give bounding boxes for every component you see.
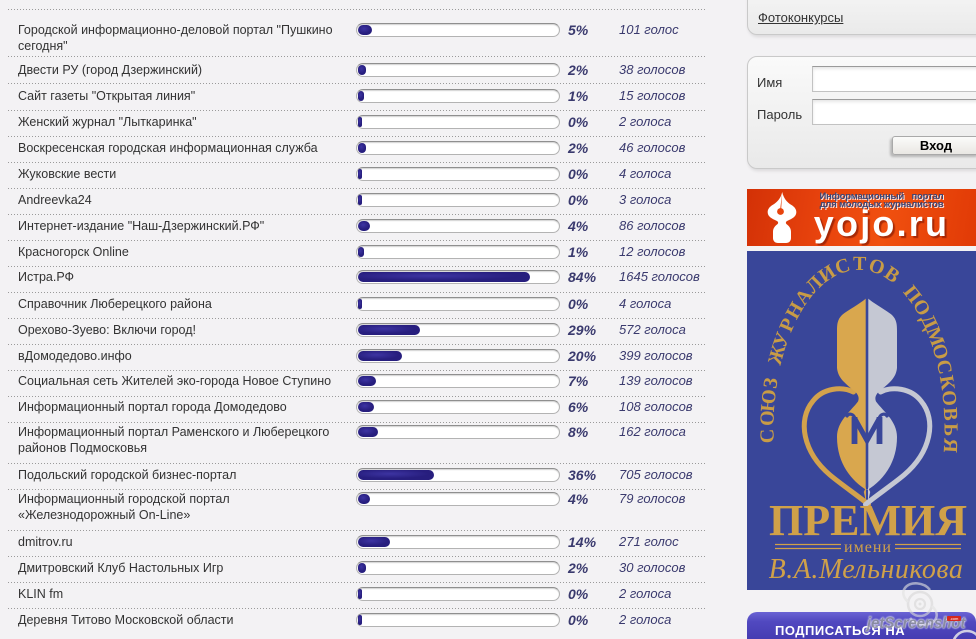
svg-text:имени: имени [844, 539, 892, 556]
svg-text:О: О [937, 389, 960, 407]
svg-text:Ю: Ю [757, 388, 781, 413]
svg-text:З: З [759, 376, 782, 390]
svg-text:Т: Т [853, 253, 867, 275]
svg-text:К: К [935, 374, 959, 392]
svg-text:Ь: Ь [939, 423, 961, 436]
svg-text:Я: Я [939, 438, 962, 454]
svg-text:В: В [939, 407, 962, 421]
svg-text:О: О [756, 410, 779, 426]
svg-text:С: С [756, 429, 778, 444]
svg-text:С: С [832, 254, 853, 279]
svg-text:О: О [927, 341, 952, 362]
svg-text:В.А.Мельникова: В.А.Мельникова [769, 554, 964, 585]
svg-text:С: С [932, 358, 957, 377]
svg-text:ПРЕМИЯ: ПРЕМИЯ [769, 496, 967, 545]
svg-text:О: О [866, 254, 888, 280]
